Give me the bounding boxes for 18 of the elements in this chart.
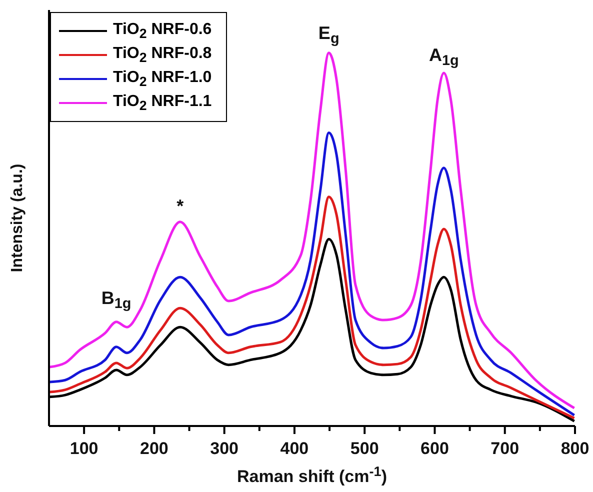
x-tick-label: 100 [70, 439, 98, 458]
x-tick-label: 600 [420, 439, 449, 458]
annotation: E$_{g}$ [318, 22, 340, 48]
x-tick-label: 700 [490, 439, 520, 458]
annotation: B$_{1g}$ [101, 288, 132, 312]
x-tick-label: 400 [280, 439, 309, 458]
legend-label: TiO$_{2}$ NRF-0.8 [113, 44, 212, 66]
x-tick-label: 200 [140, 439, 168, 458]
x-tick-label: 800 [560, 439, 590, 458]
legend-label: TiO$_{2}$ NRF-1.1 [113, 92, 212, 114]
x-tick-label: 300 [210, 439, 239, 458]
legend-label: TiO$_{2}$ NRF-1.0 [113, 68, 212, 90]
y-axis-title: Intensity (a.u.) [9, 164, 26, 272]
x-axis-title: Raman shift (cm$^{-1}$) [236, 464, 388, 486]
legend-label: TiO$_{2}$ NRF-0.6 [113, 20, 212, 42]
annotation: A$_{1g}$ [428, 45, 459, 70]
x-tick-label: 500 [350, 439, 379, 458]
annotation: * [176, 196, 184, 216]
